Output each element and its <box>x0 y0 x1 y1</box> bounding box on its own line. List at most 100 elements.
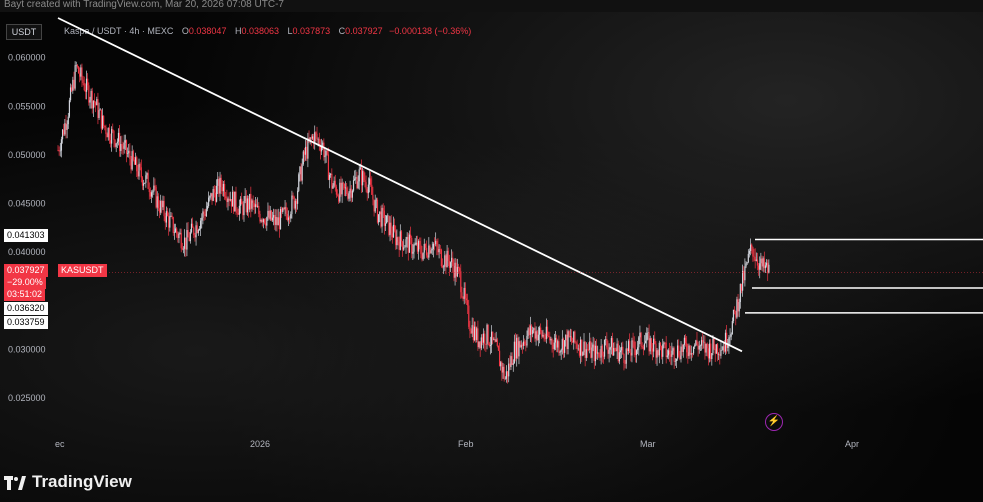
candle-body <box>564 340 566 353</box>
candle-body <box>294 200 296 209</box>
candle-body <box>621 346 623 351</box>
candle-body <box>237 212 239 215</box>
candle-body <box>705 343 707 353</box>
candle-body <box>503 366 505 380</box>
candle-body <box>171 215 173 218</box>
candle-body <box>374 200 376 212</box>
candle-body <box>544 338 546 340</box>
candle-body <box>477 328 479 348</box>
candle-body <box>168 215 170 228</box>
candle-body <box>724 332 727 352</box>
candle-body <box>419 241 421 245</box>
candle-body <box>290 214 292 219</box>
candle-body <box>372 194 374 200</box>
candle-body <box>467 300 469 306</box>
candle-body <box>222 184 225 192</box>
candle-body <box>464 287 466 299</box>
candle-body <box>478 341 480 348</box>
price-tag-level-top: 0.041303 <box>4 229 48 242</box>
candle-body <box>136 157 138 172</box>
candle-body <box>258 205 260 214</box>
lightning-icon[interactable]: ⚡ <box>765 413 783 431</box>
candle-body <box>745 263 747 267</box>
candle-body <box>185 237 187 250</box>
candle-body <box>432 243 434 250</box>
candle-body <box>664 342 666 344</box>
candle-body <box>210 193 212 197</box>
candle-body <box>746 262 748 264</box>
candle-body <box>554 337 557 343</box>
candle-body <box>665 342 667 358</box>
candle-body <box>273 215 275 218</box>
candle-body <box>611 338 614 356</box>
candle-body <box>260 219 262 222</box>
candle-body <box>354 178 356 181</box>
candle-body <box>740 283 743 291</box>
candle-body <box>689 345 691 355</box>
candle-body <box>165 211 167 223</box>
candle-body <box>348 192 350 199</box>
candle-body <box>127 153 129 154</box>
candle-body <box>200 220 202 229</box>
candle-body <box>60 139 63 151</box>
candle-body <box>436 240 438 247</box>
unit-label[interactable]: USDT <box>6 24 42 40</box>
candle-body <box>334 180 336 187</box>
candle-body <box>678 345 680 356</box>
candle-body <box>262 219 264 223</box>
candle-body <box>243 201 245 216</box>
candle-body <box>627 341 630 352</box>
candle-body <box>581 339 583 356</box>
candle-body <box>343 183 345 189</box>
candle-body <box>616 343 618 351</box>
candle-body <box>125 140 128 154</box>
candle-body <box>59 150 61 152</box>
candle-body <box>528 328 530 335</box>
candle-body <box>375 199 377 201</box>
candle-body <box>573 331 575 343</box>
candle-body <box>197 230 199 233</box>
candle-body <box>57 150 59 151</box>
candle-body <box>245 195 247 213</box>
candle-body <box>481 337 484 343</box>
candle-body <box>130 159 132 170</box>
candle-body <box>570 336 573 342</box>
candle-body <box>137 171 139 177</box>
candle-body <box>757 265 760 270</box>
x-tick-label: Apr <box>845 439 859 449</box>
candle-body <box>388 215 390 236</box>
candle-body <box>128 150 130 154</box>
candle-body <box>650 338 652 349</box>
y-tick-label: 0.045000 <box>8 199 46 209</box>
candle-body <box>519 341 521 348</box>
candle-body <box>522 341 525 346</box>
legend-open-label: O <box>181 26 189 36</box>
candle-body <box>209 196 211 198</box>
candle-body <box>765 262 768 266</box>
candle-body <box>267 210 269 218</box>
candle-body <box>443 266 445 268</box>
candle-body <box>134 157 137 165</box>
candle-body <box>408 234 411 253</box>
candle-body <box>347 194 349 199</box>
candle-body <box>81 67 83 80</box>
candle-body <box>364 180 366 183</box>
legend-symbol[interactable]: Kaspa / USDT · 4h · MEXC <box>64 26 174 36</box>
candle-body <box>687 352 689 357</box>
candle-body <box>113 130 115 140</box>
y-tick-label: 0.055000 <box>8 101 46 111</box>
candle-body <box>747 253 749 263</box>
candle-body <box>543 334 545 339</box>
candle-body <box>355 177 357 179</box>
candle-body <box>485 344 487 345</box>
candle-body <box>751 244 753 248</box>
candle-body <box>356 177 358 189</box>
candle-body <box>412 251 414 254</box>
candle-body <box>682 344 684 352</box>
candle-body <box>420 244 422 254</box>
candle-body <box>496 339 498 346</box>
candle-body <box>729 336 731 338</box>
candle-body <box>394 224 396 231</box>
candle-body <box>718 354 720 355</box>
